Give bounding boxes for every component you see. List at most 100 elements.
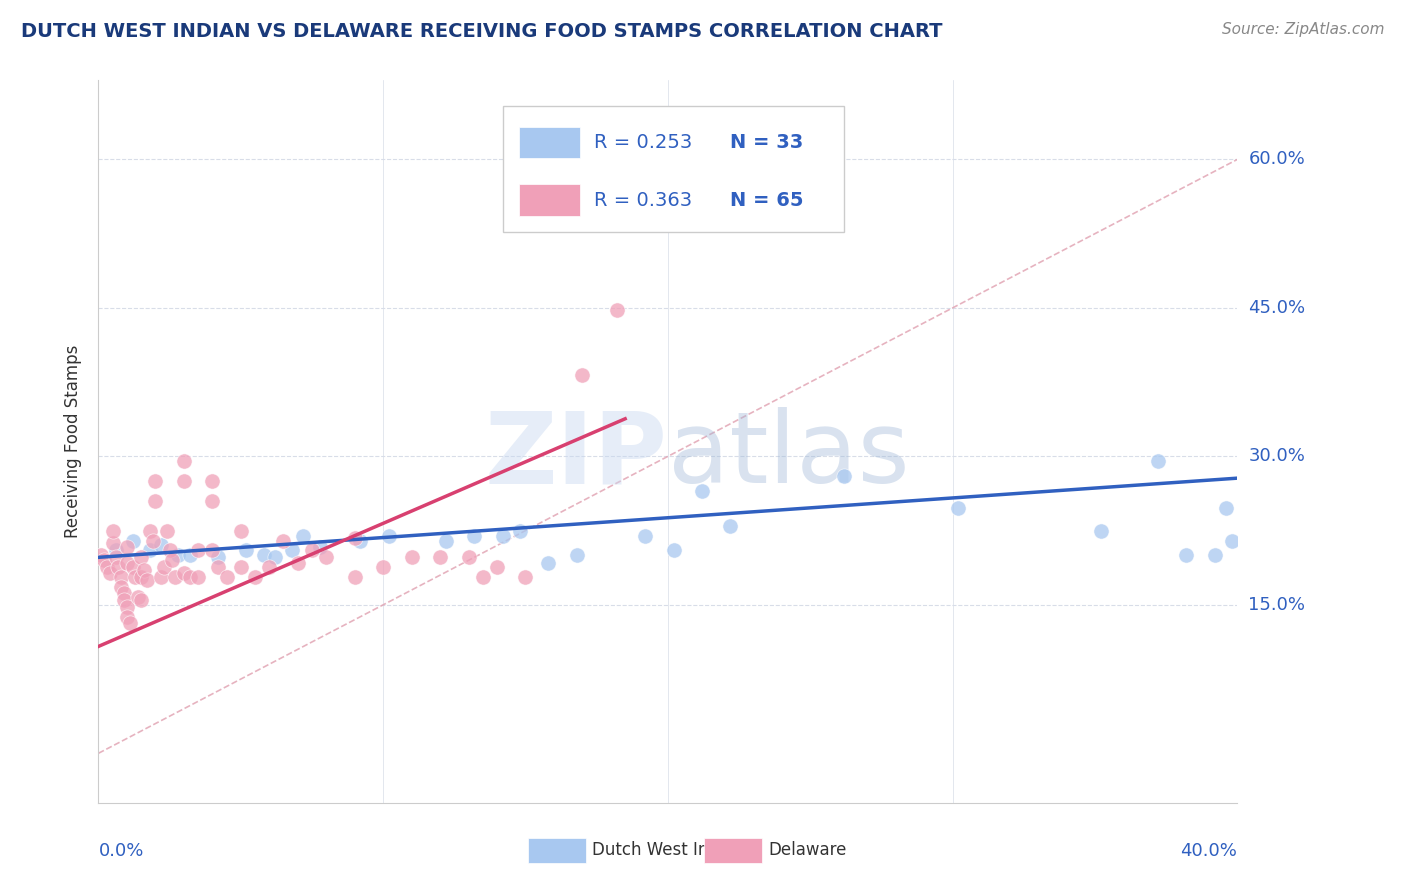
Point — [471, 570, 494, 584]
Text: 0.0%: 0.0% — [98, 842, 143, 860]
Point — [1220, 533, 1243, 548]
Point — [252, 549, 274, 563]
Text: 40.0%: 40.0% — [1181, 842, 1237, 860]
Text: Source: ZipAtlas.com: Source: ZipAtlas.com — [1222, 22, 1385, 37]
Point — [315, 550, 337, 565]
Point — [343, 570, 366, 584]
Point — [107, 560, 129, 574]
Point — [292, 528, 315, 542]
Point — [264, 550, 287, 565]
FancyBboxPatch shape — [519, 185, 581, 216]
Point — [141, 533, 163, 548]
Text: 60.0%: 60.0% — [1249, 151, 1305, 169]
Point — [207, 550, 229, 565]
Y-axis label: Receiving Food Stamps: Receiving Food Stamps — [65, 345, 83, 538]
Point — [118, 615, 141, 630]
Point — [492, 528, 515, 542]
Point — [287, 556, 309, 570]
Point — [373, 560, 395, 574]
Text: N = 65: N = 65 — [731, 191, 804, 210]
Text: 15.0%: 15.0% — [1249, 596, 1305, 614]
Text: Dutch West Indians: Dutch West Indians — [592, 841, 752, 860]
Point — [173, 454, 195, 468]
Point — [127, 590, 149, 604]
Point — [378, 528, 401, 542]
Point — [112, 586, 135, 600]
Point — [401, 550, 423, 565]
Point — [235, 543, 257, 558]
Point — [343, 531, 366, 545]
Point — [104, 543, 127, 558]
Point — [115, 556, 138, 570]
Point — [101, 536, 124, 550]
Point — [132, 563, 155, 577]
Point — [115, 599, 138, 614]
Point — [145, 474, 167, 488]
Text: R = 0.253: R = 0.253 — [593, 133, 692, 152]
Point — [167, 549, 190, 563]
Point — [150, 539, 173, 553]
Point — [463, 528, 485, 542]
Point — [135, 573, 157, 587]
Point — [457, 550, 479, 565]
Point — [207, 560, 229, 574]
Text: 45.0%: 45.0% — [1249, 299, 1306, 317]
Point — [537, 556, 560, 570]
Point — [156, 524, 179, 538]
Text: R = 0.363: R = 0.363 — [593, 191, 692, 210]
Text: ZIP: ZIP — [485, 408, 668, 505]
Point — [201, 474, 224, 488]
Point — [96, 560, 118, 574]
Point — [1146, 454, 1168, 468]
Point — [104, 550, 127, 565]
Point — [486, 560, 509, 574]
Point — [1175, 549, 1198, 563]
Point — [173, 474, 195, 488]
Point — [187, 570, 209, 584]
Point — [1215, 500, 1237, 515]
Point — [229, 524, 252, 538]
Point — [110, 570, 132, 584]
Text: DUTCH WEST INDIAN VS DELAWARE RECEIVING FOOD STAMPS CORRELATION CHART: DUTCH WEST INDIAN VS DELAWARE RECEIVING … — [21, 22, 942, 41]
FancyBboxPatch shape — [704, 838, 762, 863]
Point — [93, 553, 115, 567]
FancyBboxPatch shape — [503, 105, 845, 232]
Point — [153, 560, 176, 574]
Point — [834, 469, 856, 483]
Text: Delaware: Delaware — [768, 841, 846, 860]
Point — [690, 483, 713, 498]
Point — [309, 541, 332, 555]
Point — [509, 524, 531, 538]
Point — [145, 494, 167, 508]
Point — [121, 560, 143, 574]
Point — [215, 570, 238, 584]
Point — [243, 570, 266, 584]
Point — [90, 549, 112, 563]
Point — [229, 560, 252, 574]
Point — [98, 566, 121, 581]
Text: N = 33: N = 33 — [731, 133, 804, 152]
Point — [720, 518, 742, 533]
Point — [115, 541, 138, 555]
Point — [129, 550, 152, 565]
Point — [349, 533, 371, 548]
Point — [121, 533, 143, 548]
Point — [115, 609, 138, 624]
Point — [273, 533, 295, 548]
Point — [571, 368, 593, 383]
Point — [606, 302, 628, 317]
Point — [434, 533, 457, 548]
Point — [159, 543, 181, 558]
Point — [948, 500, 970, 515]
Point — [179, 549, 201, 563]
Point — [187, 543, 209, 558]
Point — [129, 593, 152, 607]
Point — [515, 570, 537, 584]
Point — [173, 566, 195, 581]
Point — [129, 570, 152, 584]
Point — [301, 543, 323, 558]
Point — [565, 549, 588, 563]
Point — [138, 524, 160, 538]
Point — [281, 543, 304, 558]
Point — [429, 550, 451, 565]
